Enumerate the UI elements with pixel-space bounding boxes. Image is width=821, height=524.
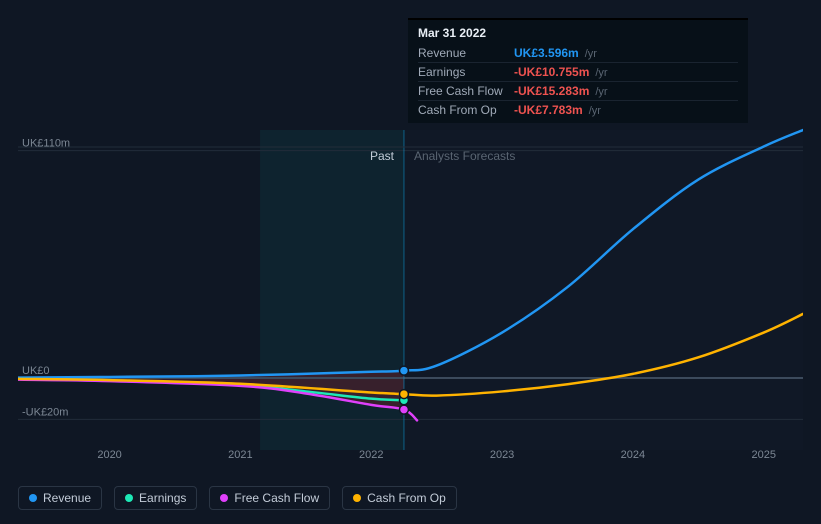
chart-tooltip: Mar 31 2022 RevenueUK£3.596m/yrEarnings-…	[408, 18, 748, 123]
legend-label: Earnings	[139, 491, 186, 505]
tooltip-row-unit: /yr	[589, 105, 601, 117]
tooltip-row: Revenue UK£3.596m/yr	[418, 44, 738, 63]
svg-text:2022: 2022	[359, 449, 383, 461]
svg-text:2025: 2025	[752, 449, 776, 461]
legend-item-fcf[interactable]: Free Cash Flow	[209, 486, 330, 510]
svg-text:UK£0: UK£0	[22, 365, 50, 377]
tooltip-row-unit: /yr	[595, 86, 607, 98]
tooltip-row: Earnings -UK£10.755m/yr	[418, 63, 738, 82]
svg-text:UK£110m: UK£110m	[22, 138, 70, 150]
tooltip-row-label: Cash From Op	[418, 103, 508, 117]
legend-label: Free Cash Flow	[234, 491, 319, 505]
svg-text:2023: 2023	[490, 449, 514, 461]
legend-item-cfo[interactable]: Cash From Op	[342, 486, 457, 510]
tooltip-row-value: -UK£15.283m	[514, 84, 589, 98]
tooltip-row-value: UK£3.596m	[514, 46, 579, 60]
svg-text:Analysts Forecasts: Analysts Forecasts	[414, 149, 515, 163]
svg-text:2020: 2020	[97, 449, 121, 461]
tooltip-row-unit: /yr	[585, 48, 597, 60]
legend-dot-icon	[220, 494, 228, 502]
chart-legend: Revenue Earnings Free Cash Flow Cash From O…	[18, 486, 457, 510]
legend-dot-icon	[125, 494, 133, 502]
svg-text:Past: Past	[370, 149, 395, 163]
legend-item-earnings[interactable]: Earnings	[114, 486, 197, 510]
tooltip-row-value: -UK£7.783m	[514, 103, 583, 117]
legend-dot-icon	[29, 494, 37, 502]
tooltip-row: Cash From Op -UK£7.783m/yr	[418, 101, 738, 119]
svg-text:2024: 2024	[621, 449, 645, 461]
legend-item-revenue[interactable]: Revenue	[18, 486, 102, 510]
tooltip-date: Mar 31 2022	[418, 26, 738, 40]
legend-dot-icon	[353, 494, 361, 502]
tooltip-row-label: Free Cash Flow	[418, 84, 508, 98]
legend-label: Revenue	[43, 491, 91, 505]
svg-text:2021: 2021	[228, 449, 252, 461]
tooltip-row: Free Cash Flow -UK£15.283m/yr	[418, 82, 738, 101]
tooltip-row-label: Earnings	[418, 65, 508, 79]
tooltip-row-label: Revenue	[418, 46, 508, 60]
tooltip-row-value: -UK£10.755m	[514, 65, 589, 79]
svg-text:-UK£20m: -UK£20m	[22, 406, 68, 418]
tooltip-row-unit: /yr	[595, 67, 607, 79]
legend-label: Cash From Op	[367, 491, 446, 505]
